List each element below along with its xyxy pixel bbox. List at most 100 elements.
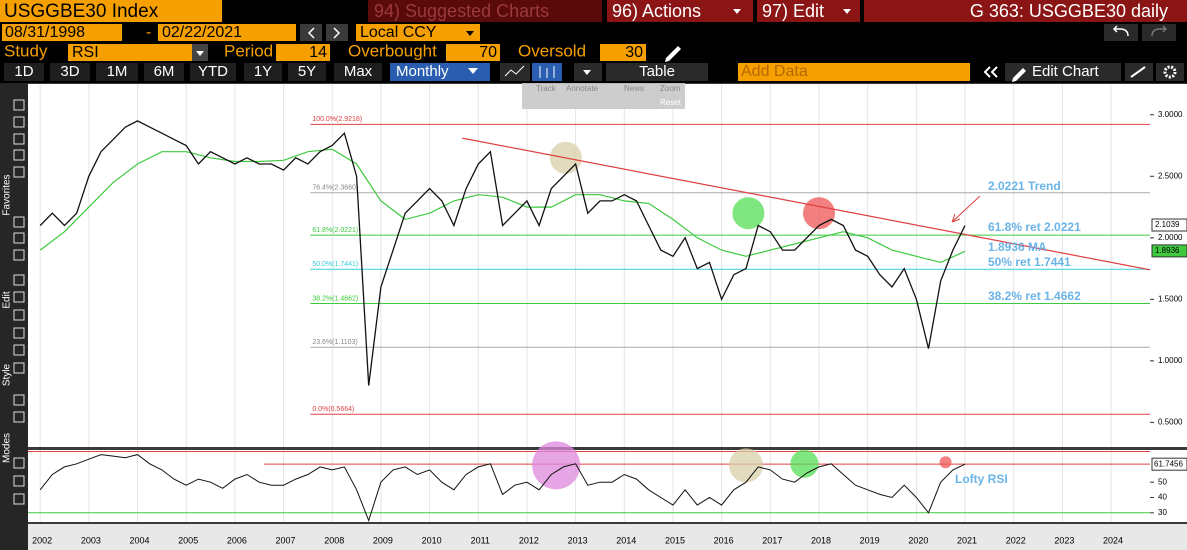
x-tick-label: 2013 [568,535,588,545]
start-date-field[interactable] [2,24,122,41]
range-button[interactable] [50,63,90,81]
range-button[interactable] [288,63,326,81]
undo-button[interactable] [1104,24,1138,41]
dropdown-arrow [843,9,851,14]
add-data-field[interactable] [738,63,970,81]
range-button[interactable] [244,63,282,81]
tool-icon[interactable] [13,475,25,487]
bar-icon [539,66,555,78]
range-button[interactable] [96,63,138,81]
actions-label: 96) Actions [612,1,701,21]
highlight-circle [532,441,581,490]
x-tick-label: 2023 [1054,535,1074,545]
mini-toolbar-item[interactable]: News [624,84,644,93]
tool-icon[interactable] [13,149,25,161]
overbought-value: 70 [479,44,497,61]
y-tick-label: 1.5000 [1158,294,1183,303]
actions-button[interactable] [607,0,753,22]
y-tick-label: 1.0000 [1158,356,1183,365]
tool-icon[interactable] [13,232,25,244]
oversold-field[interactable] [600,44,646,61]
tool-icon[interactable] [13,344,25,356]
tool-icon[interactable] [13,166,25,178]
suggested-button[interactable] [368,0,602,22]
study-field[interactable] [68,44,208,61]
tool-icon[interactable] [13,99,25,111]
range-button[interactable] [144,63,184,81]
annotation: Lofty RSI [955,472,1008,486]
pencil-icon[interactable] [665,46,681,62]
overbought-field[interactable] [446,44,500,61]
mini-toolbar-item[interactable]: Track [536,84,557,93]
prev-button[interactable] [300,24,322,41]
tool-icon[interactable] [13,394,25,406]
y-tick-label: 40 [1158,493,1167,502]
dropdown-arrow [583,70,591,75]
highlight-circle [802,197,835,230]
currency-field[interactable] [356,24,480,41]
mini-toolbar-item[interactable]: Annotate [566,84,599,93]
x-tick-label: 2007 [276,535,296,545]
highlight-circle [939,456,952,469]
tool-icon[interactable] [13,411,25,423]
window-title: G 363: USGGBE30 daily [970,1,1168,21]
period-field[interactable] [276,44,330,61]
range-label: 1M [107,63,128,80]
tool-icon[interactable] [13,133,25,145]
highlight-circle [728,448,763,483]
edit-chart-button[interactable] [1005,63,1121,81]
x-tick-label: 2015 [665,535,685,545]
sidebar-label: Favorites [2,174,13,215]
currency: Local CCY [360,24,437,41]
tool-icon[interactable] [13,327,25,339]
frequency-button[interactable] [390,63,490,81]
ticker-box[interactable] [0,0,222,22]
add-data-placeholder: Add Data [741,63,808,80]
price-axis-panel [1150,84,1187,447]
range-button[interactable] [334,63,382,81]
tool-icon[interactable] [13,309,25,321]
annotation: 50% ret 1.7441 [988,255,1071,269]
edit-button[interactable] [757,0,860,22]
range-label: 1D [14,63,33,80]
settings-button[interactable] [1156,63,1184,81]
tool-icon[interactable] [13,457,25,469]
tool-icon[interactable] [13,493,25,505]
mini-toolbar-item[interactable]: Reset [660,98,682,107]
suggested-label: 94) Suggested Charts [374,1,549,21]
tool-icon[interactable] [13,291,25,303]
fib-label: 50.0%(1.7441) [312,261,358,268]
line-chart-button[interactable] [500,63,530,81]
table-button[interactable] [606,63,708,81]
next-button[interactable] [326,24,348,41]
tool-icon[interactable] [13,216,25,228]
mini-toolbar: Track Annotate News Zoom Reset [522,83,685,109]
annotation: 2.0221 Trend [988,179,1061,193]
annotation: 38.2% ret 1.4662 [988,289,1081,303]
x-tick-label: 2024 [1103,535,1123,545]
x-tick-label: 2017 [762,535,782,545]
range-button[interactable] [4,63,44,81]
redo-button[interactable] [1142,24,1176,41]
mini-toolbar-item[interactable]: Zoom [660,84,681,93]
tool-icon[interactable] [13,274,25,286]
collapse-icon[interactable] [983,66,998,78]
study-label: Study [4,41,48,60]
price-tag [1151,244,1187,258]
range-button[interactable] [190,63,236,81]
price-tag-label: 1.8936 [1155,246,1180,255]
table-label: Table [639,63,675,80]
end-date-field[interactable] [158,24,296,41]
tool-icon[interactable] [13,116,25,128]
mini-toolbar-bg [522,83,685,109]
redo-icon [1151,25,1168,37]
x-tick-label: 2006 [227,535,247,545]
rsi-line [39,454,966,522]
x-tick-label: 2016 [714,535,734,545]
undo-icon [1112,25,1129,37]
next-icon [333,27,341,39]
price-line [39,120,966,386]
fib-label: 38.2%(1.4662) [312,295,358,302]
tool-icon[interactable] [13,362,25,374]
tool-icon[interactable] [13,249,25,261]
